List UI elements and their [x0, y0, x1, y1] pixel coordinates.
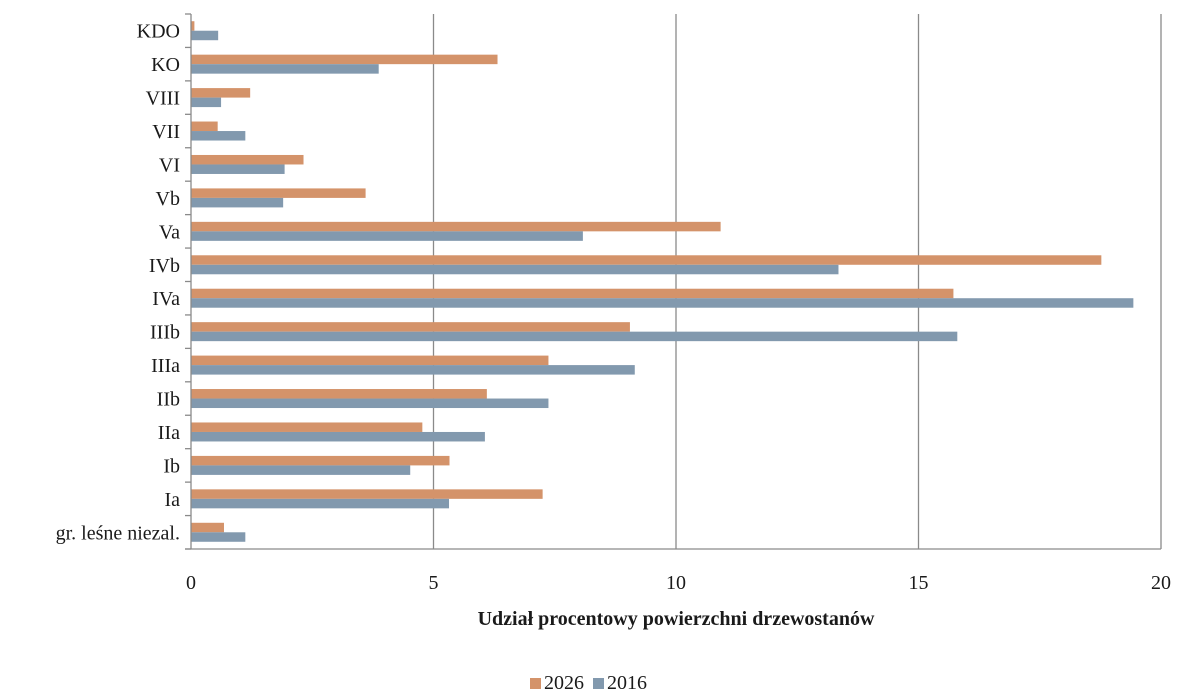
bar-2016-15 [191, 532, 246, 542]
bar-2026-6 [191, 221, 721, 232]
bar-2016-7 [191, 264, 839, 275]
category-label-2: VIII [146, 88, 180, 110]
bar-2026-8 [191, 288, 954, 299]
bar-2016-1 [191, 64, 379, 74]
bar-2026-14 [191, 489, 543, 499]
bar-2026-12 [191, 422, 423, 432]
category-label-0: KDO [137, 21, 180, 43]
legend-swatch-2016 [593, 678, 604, 689]
bar-2026-11 [191, 389, 487, 399]
bar-2016-12 [191, 431, 485, 442]
bar-2016-5 [191, 197, 284, 208]
category-label-3: VII [152, 121, 180, 143]
category-label-5: Vb [156, 188, 180, 210]
legend-label-2026: 2026 [544, 672, 584, 694]
category-label-13: Ib [163, 455, 180, 477]
x-tick-label-1: 5 [429, 572, 439, 594]
axes [185, 13, 1161, 550]
category-label-9: IIIb [150, 322, 180, 344]
x-tick-label-3: 15 [909, 572, 929, 594]
bar-chart: KDO KO VIII VII VI Vb Va IVb IVa IIIb IIIa IIb IIa Ib… [56, 13, 1171, 630]
bar-2026-4 [191, 154, 304, 165]
x-tick-label-4: 20 [1151, 572, 1171, 594]
bars [191, 21, 1134, 542]
bar-2016-2 [191, 97, 222, 108]
bar-2026-13 [191, 455, 450, 466]
bar-2016-6 [191, 231, 583, 241]
bar-2016-8 [191, 298, 1134, 308]
legend-item-2026: 2026 [530, 672, 584, 695]
gridlines [432, 14, 1162, 549]
category-label-4: VI [159, 154, 180, 176]
legend: 2026 2016 [0, 672, 1177, 695]
x-axis-title: Udział procentowy powierzchni drzewostan… [478, 608, 875, 630]
bar-2016-4 [191, 164, 285, 174]
bar-2016-10 [191, 365, 635, 375]
bar-2026-9 [191, 322, 630, 332]
bar-2016-14 [191, 498, 450, 509]
x-tick-label-0: 0 [186, 572, 196, 594]
bar-2016-11 [191, 398, 549, 409]
category-label-8: IVa [152, 288, 180, 310]
category-label-15: gr. leśne niezal. [56, 522, 180, 544]
category-label-7: IVb [149, 255, 180, 277]
category-label-12: IIa [158, 422, 180, 444]
category-label-14: Ia [164, 489, 180, 511]
bar-2026-5 [191, 188, 366, 198]
bar-2016-3 [191, 131, 246, 141]
labels: KDO KO VIII VII VI Vb Va IVb IVa IIIb IIIa IIb IIa Ib… [56, 21, 1171, 594]
legend-item-2016: 2016 [593, 672, 647, 695]
category-label-1: KO [151, 54, 180, 76]
category-label-10: IIIa [151, 355, 180, 377]
bar-2026-2 [191, 88, 251, 98]
legend-label-2016: 2016 [607, 672, 647, 694]
legend-swatch-2026 [530, 678, 541, 689]
bar-2016-13 [191, 465, 411, 475]
category-label-11: IIb [157, 389, 180, 411]
bar-2026-10 [191, 355, 549, 366]
bar-2016-9 [191, 331, 958, 342]
bar-2026-7 [191, 255, 1102, 265]
bar-2016-0 [191, 30, 219, 41]
bar-2026-0 [191, 21, 195, 31]
bar-2026-3 [191, 121, 218, 132]
x-tick-label-2: 10 [666, 572, 686, 594]
bar-2026-1 [191, 54, 498, 65]
bar-2026-15 [191, 522, 224, 533]
category-label-6: Va [159, 221, 180, 243]
